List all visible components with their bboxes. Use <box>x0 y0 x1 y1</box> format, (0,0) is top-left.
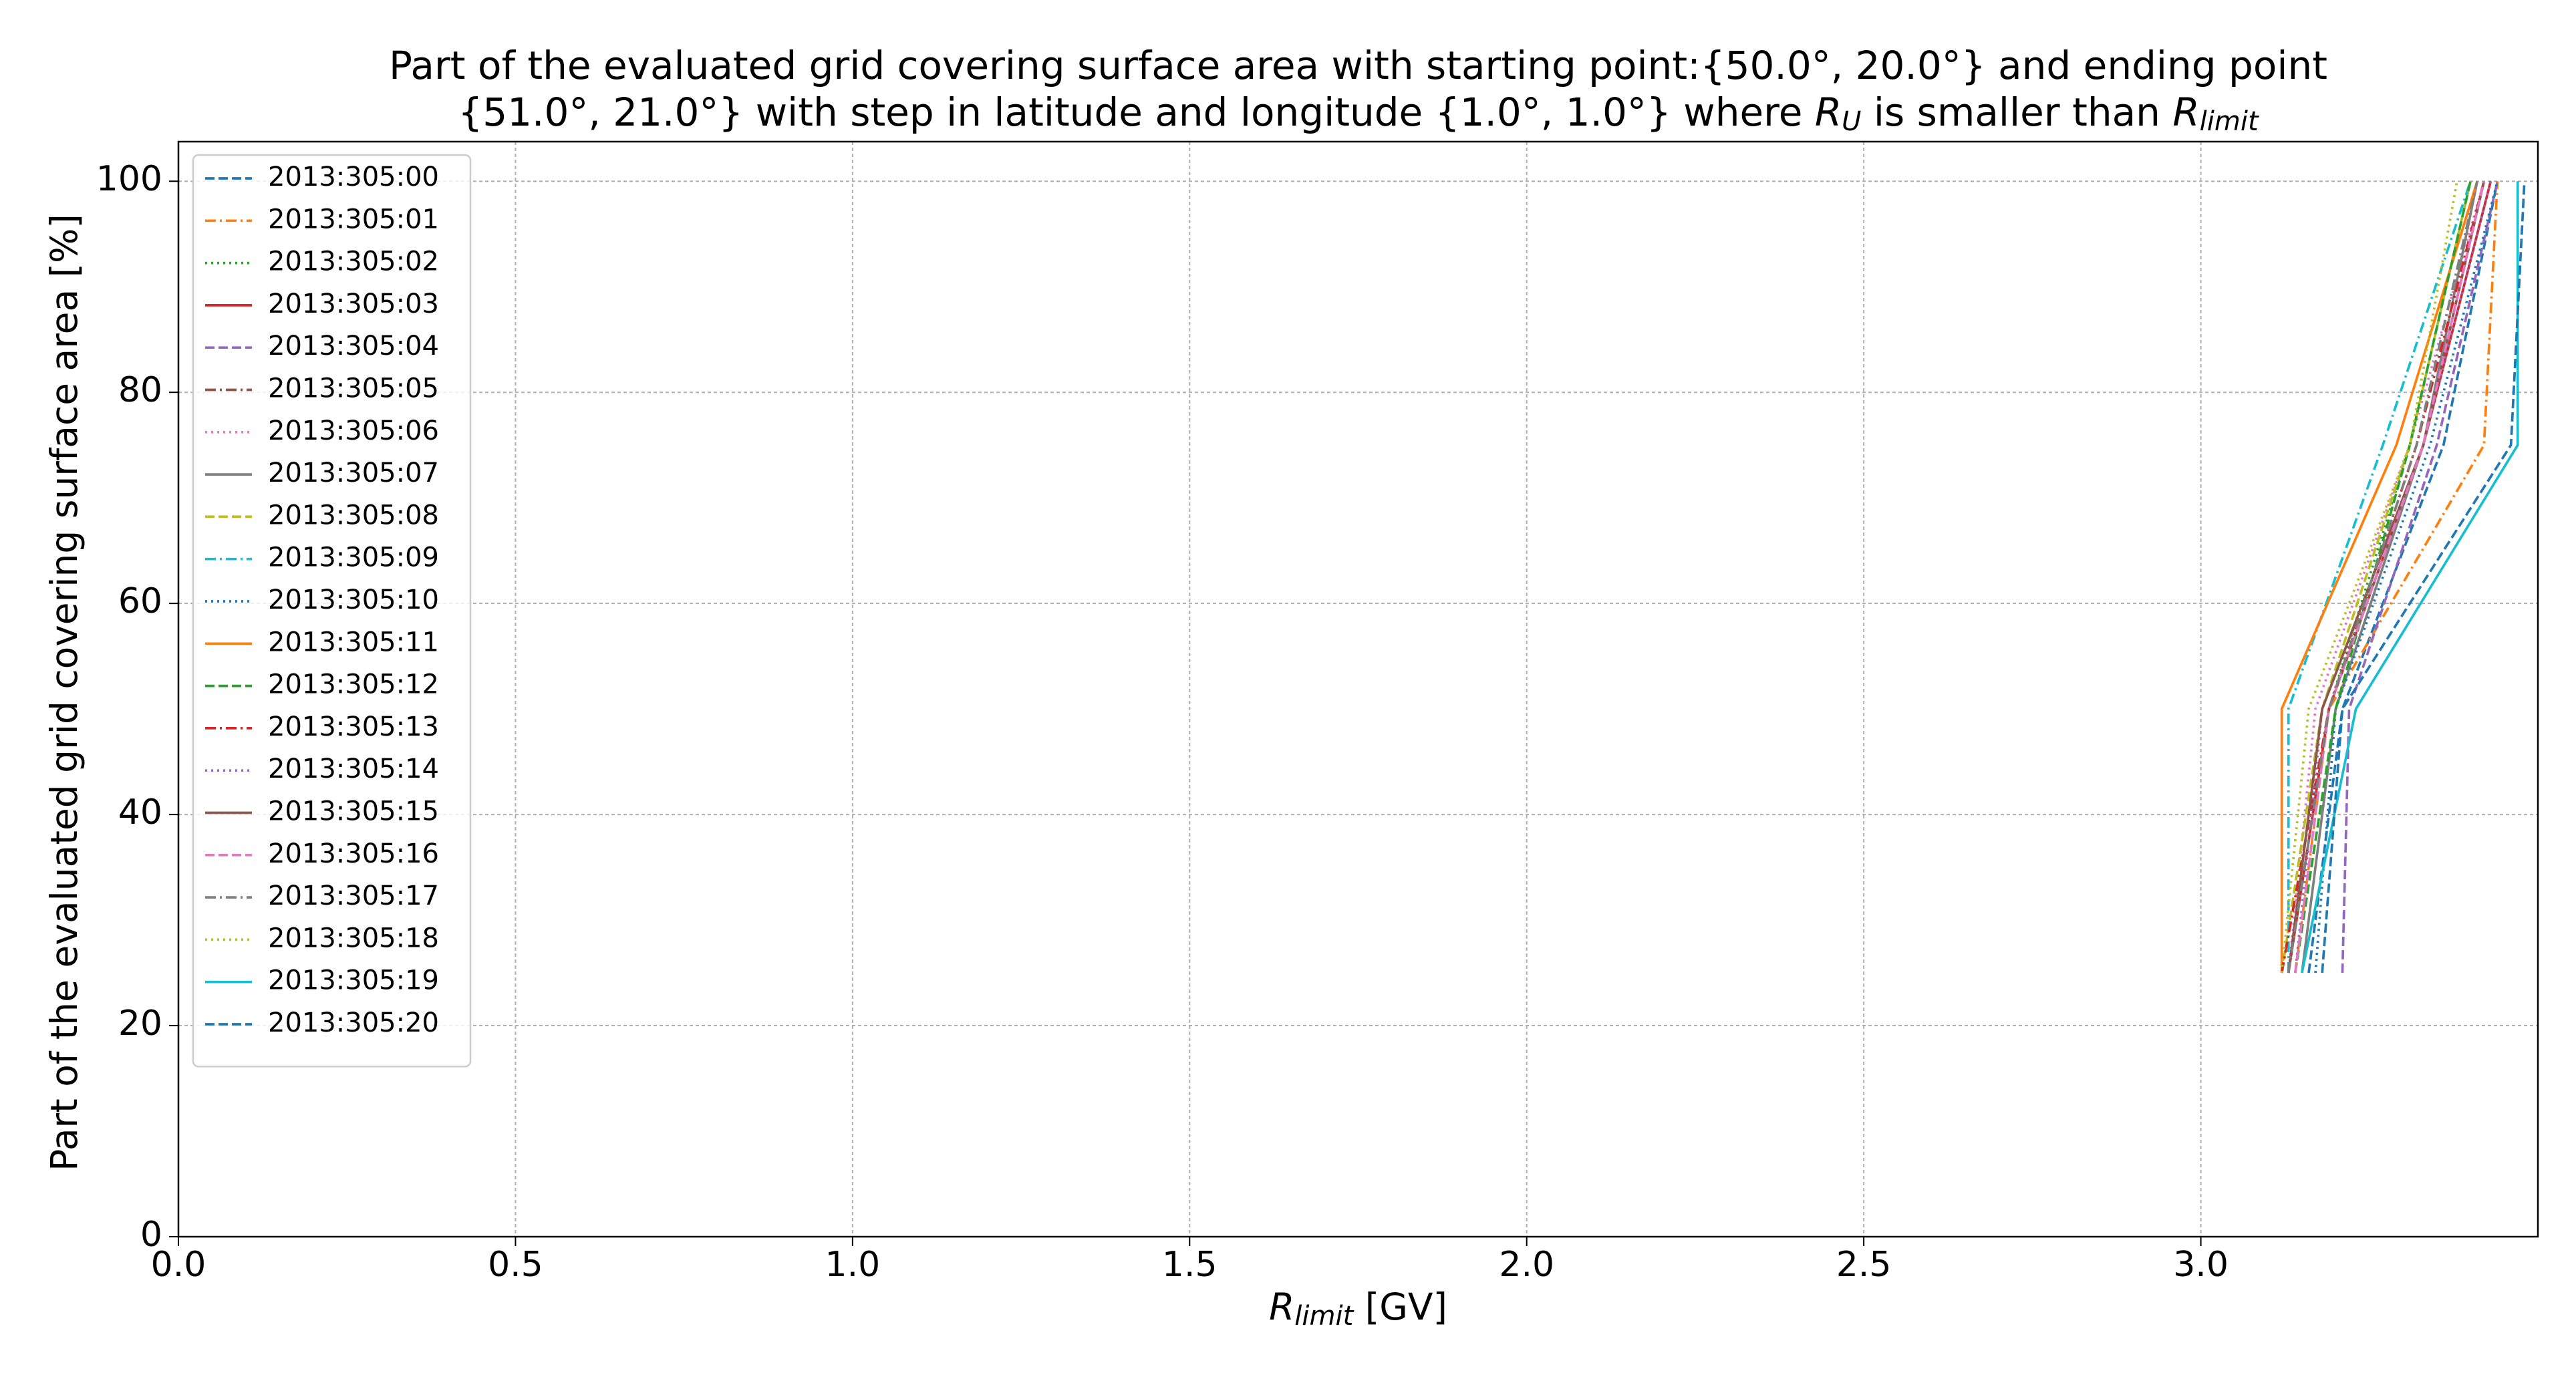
plot-frame <box>177 140 2539 1238</box>
y-tick-label: 40 <box>118 792 162 832</box>
series-line <box>2280 180 2458 973</box>
legend-label: 2013:305:12 <box>268 669 439 700</box>
legend-label: 2013:305:05 <box>268 373 439 404</box>
series-line <box>2321 181 2526 973</box>
legend-label: 2013:305:08 <box>268 500 439 530</box>
y-tick-label: 80 <box>118 370 162 410</box>
title-part: U <box>1842 106 1861 137</box>
x-tick-label: 3.0 <box>2173 1245 2229 1285</box>
legend-label: 2013:305:15 <box>268 796 439 827</box>
y-tick-label: 20 <box>118 1004 162 1044</box>
x-axis-label: Rlimit [GV] <box>1269 1285 1447 1332</box>
series-line <box>2287 180 2479 973</box>
title-part: R <box>1815 90 1842 135</box>
x-tick-label: 2.5 <box>1836 1245 1892 1285</box>
legend-label: 2013:305:03 <box>268 289 439 319</box>
chart-title: Part of the evaluated grid covering surf… <box>389 43 2327 88</box>
legend-label: 2013:305:16 <box>268 838 439 869</box>
x-tick-label: 0.5 <box>488 1245 543 1285</box>
x-tick-label: 1.5 <box>1162 1245 1218 1285</box>
legend-label: 2013:305:17 <box>268 881 439 911</box>
series-line <box>2301 180 2479 973</box>
legend-label: 2013:305:07 <box>268 458 439 488</box>
series-line <box>2287 180 2486 973</box>
legend-label: 2013:305:11 <box>268 627 439 657</box>
legend-label: 2013:305:09 <box>268 543 439 573</box>
y-tick-label: 60 <box>118 581 162 621</box>
series-line <box>2280 180 2478 973</box>
x-label-part: [GV] <box>1353 1285 1447 1328</box>
legend-label: 2013:305:04 <box>268 331 439 361</box>
series-line <box>2280 180 2472 973</box>
title-part: is smaller than <box>1861 90 2172 135</box>
series-line <box>2301 181 2519 973</box>
x-tick-label: 2.0 <box>1499 1245 1554 1285</box>
series-line <box>2341 180 2499 973</box>
title-part: R <box>2172 90 2199 135</box>
chart-title: {51.0°, 21.0°} with step in latitude and… <box>458 90 2259 137</box>
legend-box <box>192 154 472 1068</box>
legend-label: 2013:305:19 <box>268 965 439 996</box>
legend-label: 2013:305:13 <box>268 712 439 742</box>
legend-label: 2013:305:01 <box>268 204 439 235</box>
series-line <box>2314 180 2499 973</box>
x-label-part: R <box>1269 1285 1294 1328</box>
legend-label: 2013:305:18 <box>268 923 439 953</box>
legend-label: 2013:305:10 <box>268 585 439 615</box>
title-part: {51.0°, 21.0°} with step in latitude and… <box>458 90 1814 135</box>
x-tick-label: 0.0 <box>151 1245 206 1285</box>
title-part: limit <box>2200 106 2259 137</box>
legend-label: 2013:305:00 <box>268 162 439 192</box>
series-line <box>2293 180 2486 973</box>
series-line <box>2293 181 2499 973</box>
y-axis-label: Part of the evaluated grid covering surf… <box>43 214 86 1171</box>
series-line <box>2287 180 2472 973</box>
legend-label: 2013:305:06 <box>268 416 439 446</box>
x-label-part: limit <box>1294 1301 1354 1332</box>
legend-label: 2013:305:02 <box>268 247 439 277</box>
legend-label: 2013:305:14 <box>268 754 439 784</box>
legend-label: 2013:305:20 <box>268 1008 439 1038</box>
x-tick-label: 1.0 <box>825 1245 881 1285</box>
y-tick-label: 0 <box>140 1215 162 1255</box>
y-tick-label: 100 <box>96 159 162 199</box>
